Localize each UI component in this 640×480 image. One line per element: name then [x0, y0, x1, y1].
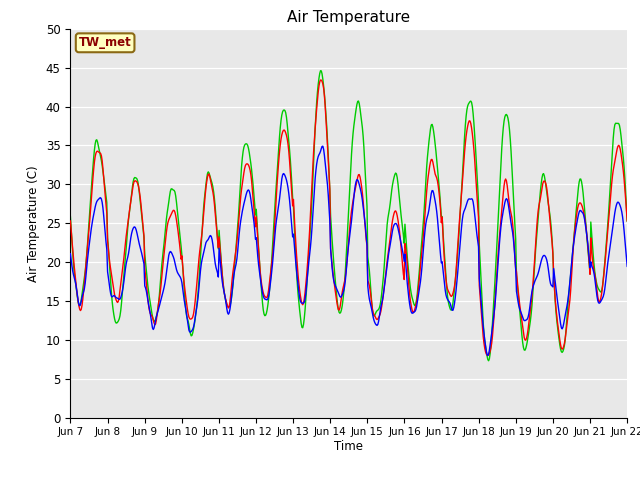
PanelT	[317, 77, 324, 83]
AM25T_PRT	[191, 322, 198, 327]
AirT	[77, 301, 84, 307]
Title: Air Temperature: Air Temperature	[287, 10, 410, 25]
AM25T_PRT	[623, 218, 631, 224]
AirT	[434, 216, 442, 222]
AirT	[417, 272, 425, 278]
PanelT	[77, 308, 84, 313]
PanelT	[484, 352, 492, 358]
Line: AM25T_PRT: AM25T_PRT	[70, 71, 627, 361]
PanelT	[434, 178, 442, 184]
PanelT	[623, 218, 631, 224]
AirT	[319, 144, 326, 149]
AirT	[220, 288, 228, 293]
AM25T_PRT	[317, 68, 324, 73]
AirT	[484, 353, 492, 359]
AM25T_PRT	[67, 214, 74, 219]
AM25T_PRT	[134, 179, 141, 184]
AM25T_PRT	[434, 165, 442, 171]
AirT	[67, 251, 74, 256]
PanelT	[67, 218, 74, 224]
Y-axis label: Air Temperature (C): Air Temperature (C)	[28, 165, 40, 281]
AM25T_PRT	[484, 358, 492, 364]
AM25T_PRT	[77, 301, 84, 307]
Text: TW_met: TW_met	[79, 36, 131, 49]
AM25T_PRT	[220, 286, 228, 291]
AirT	[623, 264, 631, 269]
AirT	[191, 321, 198, 326]
AirT	[134, 234, 141, 240]
PanelT	[134, 181, 141, 187]
Line: AirT: AirT	[70, 146, 627, 356]
AM25T_PRT	[417, 245, 425, 251]
PanelT	[191, 306, 198, 312]
PanelT	[417, 256, 425, 262]
Line: PanelT: PanelT	[70, 80, 627, 355]
PanelT	[220, 286, 228, 292]
X-axis label: Time: Time	[334, 440, 364, 453]
